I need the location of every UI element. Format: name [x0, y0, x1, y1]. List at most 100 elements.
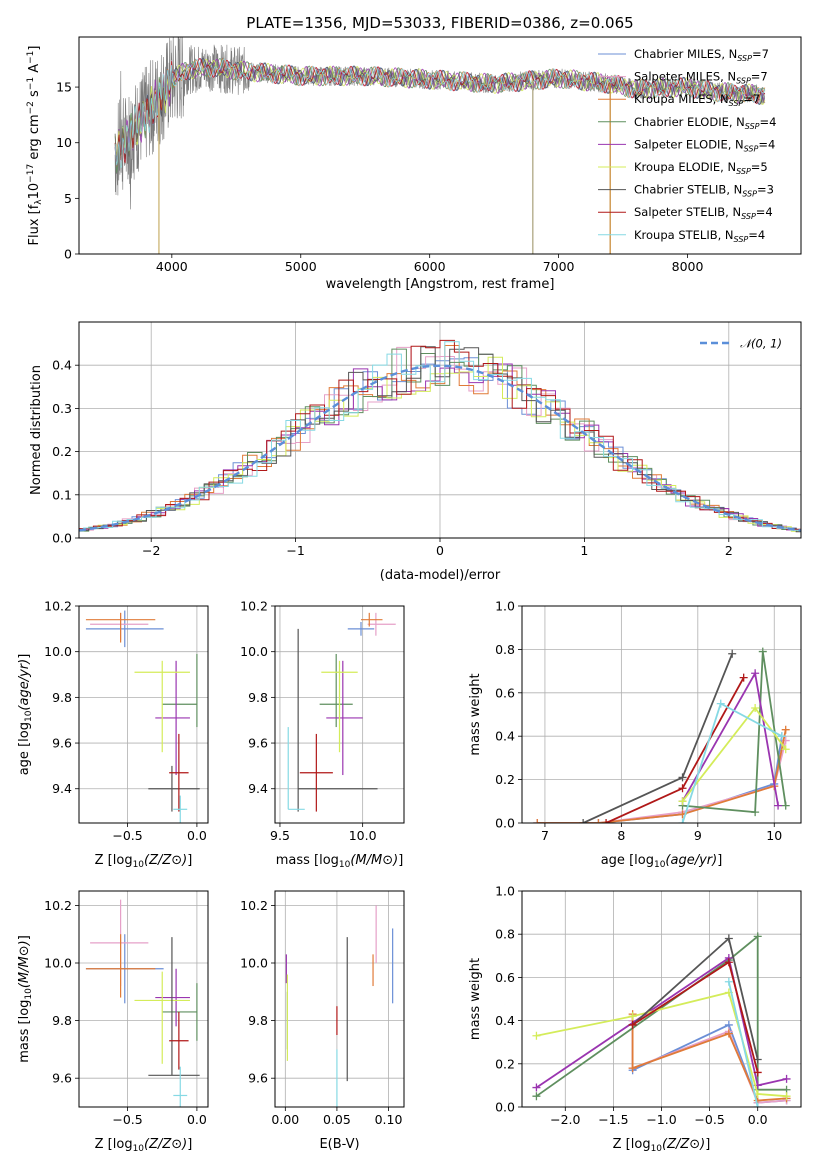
- x-tick-label: 0.00: [271, 1112, 299, 1127]
- axes-frame: [78, 36, 802, 255]
- y-tick-label: 0.2: [52, 444, 72, 459]
- data-point-chabrier-elodie: [162, 653, 198, 728]
- series-line: [682, 651, 787, 814]
- data-point-salpeter-elodie: [155, 968, 190, 1027]
- data-point-kroupa-elodie: [134, 660, 190, 753]
- x-tick-label: 9: [694, 828, 702, 843]
- legend-entry: Chabrier MILES, NSSP=7: [634, 47, 769, 63]
- data-point-chabrier-elodie: [162, 983, 198, 1041]
- legend-entry: Kroupa ELODIE, NSSP=5: [634, 160, 768, 176]
- axes-frame: [78, 605, 209, 824]
- series-marker: [716, 699, 725, 708]
- x-axis-label: wavelength [Angstrom, rest frame]: [326, 277, 555, 292]
- data-point-salpeter-elodie: [326, 660, 363, 776]
- y-tick-label: 0.8: [495, 642, 515, 657]
- axes-residuals: −2 −1 0 1 2 0.0 0.1 0.2 0.3 0.4 (data-model)/error…: [29, 321, 802, 583]
- series-marker: [753, 1068, 762, 1077]
- y-tick-label: 10.2: [240, 898, 268, 913]
- series-line: [727, 981, 759, 1107]
- data-point-salpeter-miles: [367, 612, 396, 636]
- series-marker: [782, 1074, 791, 1083]
- y-axis-label: Flux [fλ10−17 erg cm−2 s−1 A−1]: [26, 46, 44, 246]
- x-tick-label: 0.0: [748, 1112, 768, 1127]
- data-point-salpeter-stelib: [299, 733, 333, 812]
- axes-frame: [274, 890, 405, 1108]
- data-point-chabrier-miles: [85, 610, 164, 648]
- series-marker: [753, 1103, 762, 1107]
- x-axis-label: E(B-V): [319, 1137, 359, 1152]
- x-tick-label: −1: [286, 543, 304, 558]
- y-tick-label: 10.2: [240, 599, 268, 614]
- data-point-kroupa-miles: [85, 934, 156, 998]
- plot-area-mass_vs_ebv: [285, 905, 394, 1107]
- legend-entry: Salpeter ELODIE, NSSP=4: [634, 137, 775, 153]
- figure-title: PLATE=1356, MJD=53033, FIBERID=0386, z=0…: [246, 14, 633, 32]
- series-marker: [751, 669, 760, 678]
- x-tick-label: 10.0: [349, 828, 377, 843]
- plot-area-age_vs_Z: [85, 610, 200, 823]
- series-marker: [724, 977, 733, 986]
- legend-entry: Chabrier STELIB, NSSP=3: [634, 183, 774, 199]
- x-tick-label: −1.5: [598, 1112, 628, 1127]
- plot-area-weight_vs_Z: [532, 932, 791, 1107]
- x-tick-label: 7: [541, 828, 549, 843]
- series-marker: [602, 819, 611, 823]
- x-tick-label: 5000: [285, 259, 317, 274]
- data-point-chabrier-miles: [347, 621, 375, 636]
- y-tick-label: 0.4: [495, 1013, 515, 1028]
- y-tick-label: 9.4: [52, 781, 72, 796]
- y-tick-label: 9.8: [52, 1013, 72, 1028]
- series-marker: [532, 1092, 541, 1101]
- plot-area-age_vs_mass: [287, 612, 396, 812]
- series-marker: [628, 1020, 637, 1029]
- legend-entry: Chabrier ELODIE, NSSP=4: [634, 115, 776, 131]
- y-tick-label: 0.0: [52, 531, 72, 546]
- axes-weight_vs_Z: −2.0 −1.5 −1.0 −0.5 0.0 0.0 0.2 0.4 0.6 0.8 1.0 mas…: [468, 884, 802, 1154]
- axes-mass_vs_ebv: 0.00 0.05 0.10 9.6 9.8 10.0 10.2 E(B-V): [240, 890, 405, 1152]
- model-spectrum-kroupa-stelib: [114, 58, 766, 169]
- data-point-salpeter-stelib: [169, 1011, 189, 1070]
- data-point-kroupa-elodie: [134, 971, 190, 1064]
- legend-entry: Kroupa MILES, NSSP=7: [634, 92, 760, 108]
- x-axis-label: Z [log10(Z/Z⊙)]: [613, 1137, 711, 1154]
- x-axis-label: Z [log10(Z/Z⊙)]: [95, 1137, 193, 1154]
- y-tick-label: 0.4: [52, 358, 72, 373]
- x-tick-label: 7000: [543, 259, 575, 274]
- data-point-kroupa-miles: [85, 612, 156, 643]
- series-salpeter-stelib: [602, 673, 748, 823]
- x-tick-label: 4000: [156, 259, 188, 274]
- y-axis-label: mass weight: [468, 673, 483, 755]
- y-tick-label: 0.1: [52, 487, 72, 502]
- y-tick-label: 10.0: [44, 644, 72, 659]
- x-tick-label: 8000: [672, 259, 704, 274]
- y-tick-label: 9.4: [248, 781, 268, 796]
- series-marker: [739, 673, 748, 682]
- x-tick-label: −2: [142, 543, 160, 558]
- y-axis-label: age [log10(age/yr)]: [17, 654, 34, 776]
- axes-age_vs_mass: 9.5 10.0 9.4 9.6 9.8 10.0 10.2 mass [log10(M/M⊙…: [240, 599, 405, 870]
- legend: Chabrier MILES, NSSP=7 Salpeter MILES, NS…: [598, 47, 776, 244]
- data-point-kroupa-elodie: [321, 660, 358, 753]
- series-kroupa-stelib: [678, 699, 786, 823]
- y-axis-label: Normed distribution: [29, 365, 44, 495]
- y-tick-label: 0.6: [495, 685, 515, 700]
- series-marker: [579, 819, 588, 823]
- axes-spectrum: 4000 5000 6000 7000 8000 0 5 10 15 wavelength [An…: [26, 36, 802, 292]
- series-marker: [781, 745, 790, 754]
- y-tick-label: 9.6: [248, 1071, 268, 1086]
- x-tick-label: 6000: [414, 259, 446, 274]
- y-tick-label: 9.6: [52, 1071, 72, 1086]
- data-point-salpeter-miles: [90, 899, 149, 987]
- series-marker: [751, 703, 760, 712]
- plot-area-weight_vs_age: [533, 647, 790, 823]
- y-axis-label: mass weight: [468, 958, 483, 1040]
- x-tick-label: 0.0: [187, 828, 207, 843]
- data-point-salpeter-miles: [90, 612, 149, 641]
- y-tick-label: 0.2: [495, 1056, 515, 1071]
- series-marker: [751, 808, 760, 817]
- y-tick-label: 1.0: [495, 884, 515, 899]
- series-kroupa-elodie: [678, 703, 790, 806]
- y-tick-label: 0.2: [495, 772, 515, 787]
- series-marker: [533, 819, 542, 823]
